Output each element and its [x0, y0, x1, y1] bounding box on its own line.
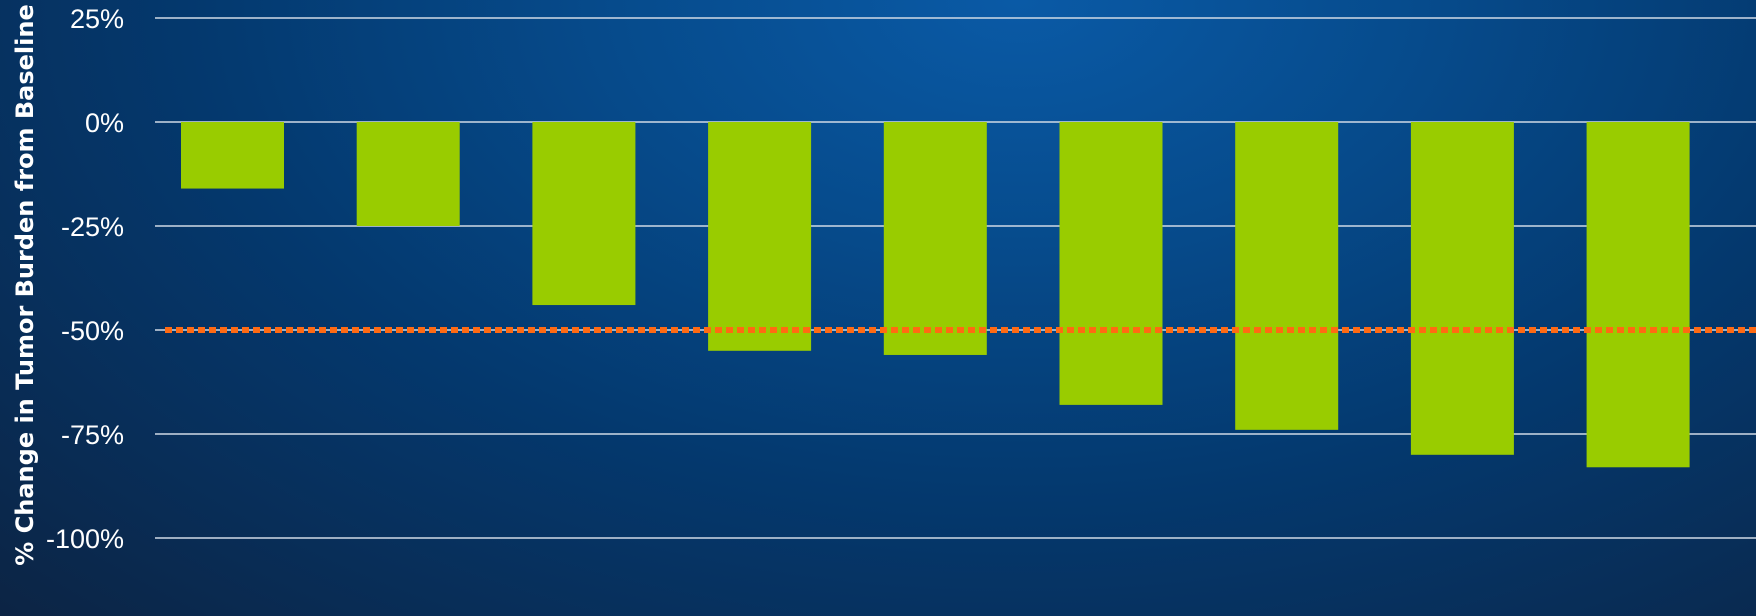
y-tick-label: -50%: [61, 316, 124, 346]
bar-patient-6: [1059, 122, 1163, 405]
y-axis-title: % Change in Tumor Burden from Baseline: [11, 4, 39, 565]
bar-patient-9: [1586, 122, 1690, 468]
y-tick-label: -75%: [61, 420, 124, 450]
bar-patient-1: [181, 122, 284, 189]
bar-patient-5: [883, 122, 987, 355]
bar-patient-4: [708, 122, 812, 351]
bar-patient-7: [1235, 122, 1339, 430]
y-tick-label: -100%: [46, 524, 124, 554]
y-tick-label: 0%: [85, 108, 124, 138]
bars: [181, 122, 1690, 468]
bar-patient-8: [1410, 122, 1514, 455]
bar-patient-3: [532, 122, 636, 306]
y-tick-label: 25%: [70, 4, 124, 34]
y-tick-label: -25%: [61, 212, 124, 242]
bar-patient-2: [356, 122, 460, 226]
y-tick-labels: 25% 0% -25% -50% -75% -100%: [46, 4, 124, 554]
